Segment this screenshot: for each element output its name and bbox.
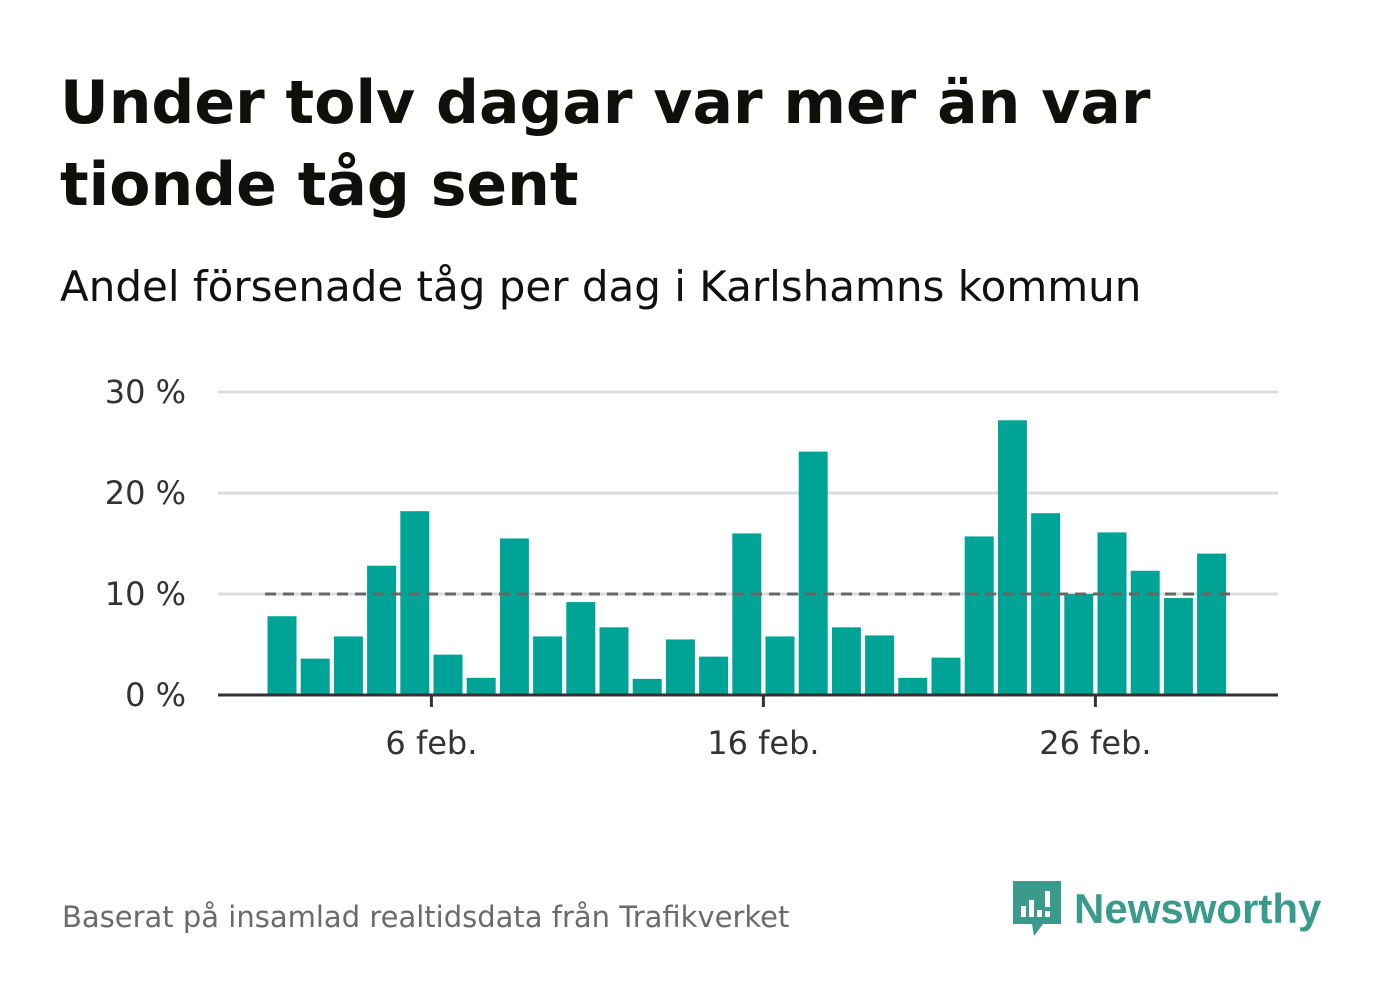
y-tick-label: 10 % bbox=[105, 575, 186, 613]
newsworthy-logo-icon bbox=[1013, 881, 1061, 936]
chart-subtitle: Andel försenade tåg per dag i Karlshamns… bbox=[60, 262, 1142, 311]
bar bbox=[632, 678, 662, 695]
bar bbox=[499, 538, 529, 695]
bar bbox=[997, 420, 1027, 695]
bar bbox=[798, 451, 828, 695]
y-tick-label: 20 % bbox=[105, 474, 186, 512]
bar bbox=[267, 616, 297, 695]
bar bbox=[333, 636, 363, 695]
bar bbox=[865, 635, 895, 695]
bar bbox=[300, 658, 330, 695]
bar bbox=[400, 511, 430, 695]
bar bbox=[566, 602, 596, 695]
bars bbox=[267, 420, 1227, 695]
y-tick-label: 0 % bbox=[125, 676, 186, 714]
bar bbox=[433, 654, 463, 695]
bar bbox=[699, 656, 729, 695]
bar bbox=[931, 657, 961, 695]
bar bbox=[964, 536, 994, 695]
bar bbox=[533, 636, 563, 695]
bar bbox=[466, 677, 496, 695]
bar bbox=[1064, 594, 1094, 695]
x-tick-label: 16 feb. bbox=[707, 724, 819, 762]
bar bbox=[1130, 570, 1160, 695]
bar bbox=[1197, 553, 1227, 695]
brand-name: Newsworthy bbox=[1074, 885, 1322, 932]
x-tick-label: 26 feb. bbox=[1039, 724, 1151, 762]
axes: 0 % 10 % 20 % 30 % 6 feb. 16 feb. 26 feb. bbox=[105, 373, 1278, 762]
bar bbox=[367, 565, 397, 695]
bar bbox=[831, 627, 861, 695]
brand-logo: Newsworthy bbox=[1010, 878, 1321, 940]
bar bbox=[1097, 532, 1127, 695]
bar bbox=[1031, 513, 1061, 695]
x-tick-label: 6 feb. bbox=[385, 724, 477, 762]
bar bbox=[732, 533, 762, 695]
bar bbox=[898, 677, 928, 695]
bar bbox=[765, 636, 795, 695]
chart-title: Under tolv dagar var mer än var tionde t… bbox=[60, 68, 1151, 220]
bar bbox=[665, 639, 695, 695]
y-tick-label: 30 % bbox=[105, 373, 186, 411]
bar bbox=[1163, 598, 1193, 695]
bar bbox=[599, 627, 629, 695]
source-note: Baserat på insamlad realtidsdata från Tr… bbox=[62, 900, 790, 934]
